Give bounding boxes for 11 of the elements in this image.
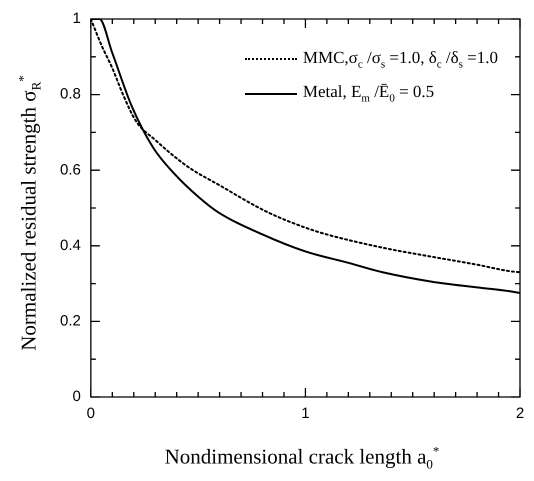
- y-tick-label: 1: [72, 10, 81, 28]
- y-tick-label: 0.4: [60, 236, 81, 254]
- y-tick-label: 0.2: [60, 312, 81, 330]
- y-tick-label: 0.8: [60, 86, 81, 103]
- y-tick-label: 0: [72, 388, 81, 406]
- x-tick-label: 0: [86, 405, 96, 422]
- x-tick-label: 1: [301, 405, 310, 422]
- legend-label: Metal, E$_{m}$ /Ē$_{0}$ = 0.5: [302, 82, 434, 105]
- text: MMC,σ$_{c}$ /σ$_{s}$ =1.0, δ$_{c}$ /δ$_{s}$ =1.0: [302, 48, 498, 70]
- x-tick-label: 2: [516, 405, 524, 422]
- y-tick-label: 0.6: [60, 161, 81, 178]
